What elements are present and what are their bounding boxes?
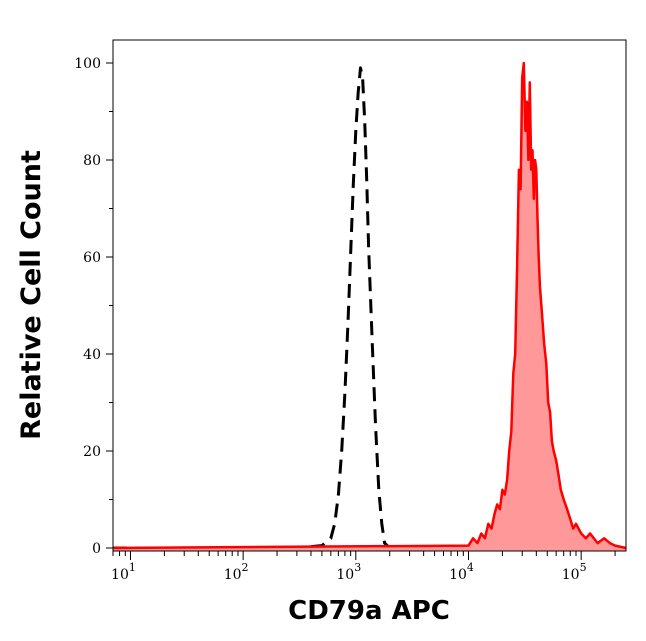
- series-1-line: [112, 61, 627, 550]
- y-axis-title: Relative Cell Count: [16, 150, 47, 440]
- y-tick-label: 20: [83, 444, 101, 460]
- y-tick-label: 100: [74, 56, 101, 72]
- series-1-fill: [113, 63, 626, 551]
- y-tick-label: 60: [83, 250, 101, 266]
- x-axis-title: CD79a APC: [288, 596, 450, 626]
- series-group: [112, 61, 627, 551]
- y-tick-label: 40: [83, 347, 101, 363]
- axes: 0 20 40 60 80 100 101 102 103 104 105: [74, 39, 627, 583]
- x-tick-label: 101: [111, 561, 136, 583]
- y-tick-label: 80: [83, 153, 101, 169]
- plot-frame: [112, 39, 627, 552]
- series-0-line: [113, 66, 626, 550]
- x-tick-label: 103: [336, 561, 361, 583]
- x-tick-label: 104: [449, 561, 474, 583]
- x-tick-label: 102: [224, 561, 249, 583]
- x-tick-label: 105: [562, 561, 587, 583]
- y-tick-label: 0: [92, 541, 101, 557]
